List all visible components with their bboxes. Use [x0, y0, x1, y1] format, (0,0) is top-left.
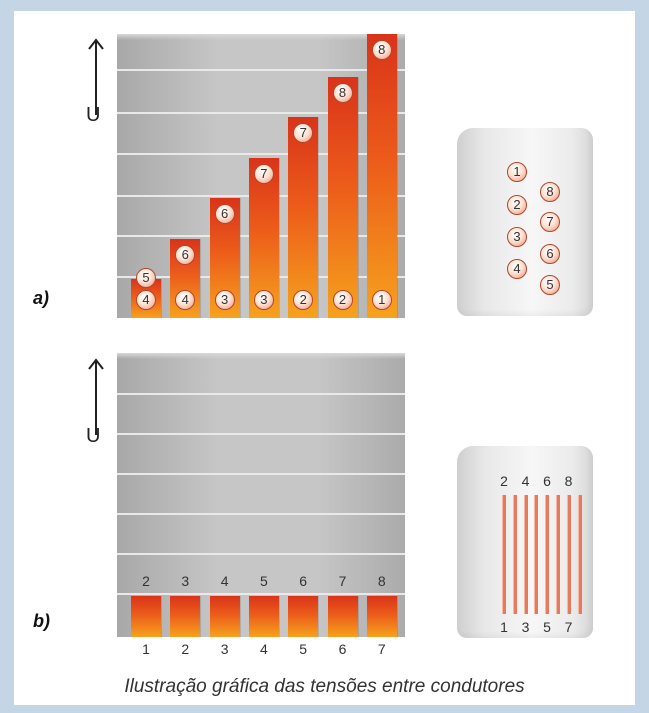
- connector-b-bottom-label: 5: [543, 619, 551, 635]
- axis-arrow-a: [88, 38, 104, 115]
- bar-a-top-label: 6: [214, 204, 235, 225]
- bar-b-4: [248, 596, 279, 637]
- bar-a-bottom-label: 3: [214, 290, 235, 310]
- bar-b-category-label: 1: [142, 641, 150, 657]
- bar-a-5: [288, 117, 319, 318]
- bar-a-top-label: 8: [332, 82, 353, 103]
- connector-b-bottom-label: 3: [521, 619, 530, 635]
- bar-a-top-label: 5: [136, 268, 156, 288]
- connector-b-wire: [545, 495, 550, 614]
- connector-a-pin: 4: [507, 259, 527, 279]
- connector-b-top-label: 8: [564, 473, 573, 489]
- connector-b-top-label: 6: [543, 473, 551, 489]
- connector-a-pin: 5: [540, 275, 560, 295]
- bar-b-top-label: 2: [142, 573, 150, 590]
- bar-b-top-label: 4: [220, 573, 229, 590]
- axis-label-u-b: U: [86, 425, 101, 447]
- bar-b-category-label: 3: [220, 641, 229, 657]
- connector-b-bottom-label: 7: [564, 619, 573, 635]
- bar-b-category-label: 5: [299, 641, 308, 657]
- bar-b-top-label: 8: [377, 573, 386, 590]
- connector-b-wire: [512, 495, 517, 614]
- connector-b-wire: [502, 495, 506, 614]
- gridline-a: [117, 69, 405, 71]
- bar-b-top-label: 3: [181, 573, 190, 590]
- chart-b: [117, 353, 405, 637]
- bar-b-category-label: 7: [377, 641, 386, 657]
- connector-a-pin: 2: [507, 195, 527, 215]
- gridline-b: [117, 433, 405, 435]
- connector-a-pin: 1: [507, 162, 527, 182]
- gridline-a: [117, 112, 405, 114]
- bar-a-top-label: 8: [371, 40, 392, 60]
- bar-a-bottom-label: 4: [136, 290, 156, 310]
- gridline-b: [117, 513, 405, 515]
- caption: Ilustração gráfica das tensões entre con…: [124, 676, 525, 697]
- bar-b-top-label: 7: [338, 573, 347, 590]
- bar-a-top-label: 7: [253, 163, 274, 184]
- gridline-a: [117, 153, 405, 155]
- bar-a-bottom-label: 4: [175, 290, 196, 310]
- connector-a-pin: 8: [540, 182, 560, 202]
- bar-b-3: [209, 596, 240, 637]
- connector-b-wire: [523, 495, 528, 614]
- connector-b-wire: [556, 495, 560, 614]
- connector-a-pin: 7: [540, 212, 560, 232]
- bar-b-7: [366, 596, 397, 637]
- part-label-b: b): [33, 611, 50, 631]
- axis-label-u-a: U: [86, 104, 101, 126]
- connector-a-pin: 6: [540, 244, 560, 264]
- bar-a-bottom-label: 3: [253, 290, 274, 310]
- bar-b-5: [288, 596, 319, 637]
- gridline-b: [117, 473, 405, 475]
- bar-a-6: [327, 76, 358, 318]
- connector-b-bottom-label: 1: [500, 619, 508, 635]
- connector-b-wire: [534, 495, 539, 614]
- bar-b-top-label: 5: [259, 573, 268, 590]
- bar-b-category-label: 2: [181, 641, 190, 657]
- connector-b-wire: [566, 495, 571, 614]
- bar-b-top-label: 6: [299, 573, 308, 590]
- bar-b-2: [170, 596, 201, 637]
- bar-a-top-label: 7: [293, 123, 314, 144]
- connector-b-wire: [577, 495, 582, 614]
- bar-b-category-label: 6: [338, 641, 347, 657]
- connector-b-top-label: 2: [500, 473, 508, 489]
- connector-b-top-label: 4: [521, 473, 530, 489]
- bar-b-category-label: 4: [259, 641, 268, 657]
- gridline-b: [117, 553, 405, 555]
- bar-a-bottom-label: 2: [293, 290, 314, 310]
- gridline-b: [117, 393, 405, 395]
- gridline-b: [117, 593, 405, 595]
- bar-b-1: [131, 596, 161, 637]
- bar-a-bottom-label: 2: [332, 290, 353, 310]
- connector-a: [457, 128, 593, 316]
- part-label-a: a): [33, 288, 50, 308]
- bar-b-6: [327, 596, 358, 637]
- connector-a-pin: 3: [507, 227, 527, 247]
- bar-a-7: [366, 34, 397, 318]
- bar-a-bottom-label: 1: [371, 290, 392, 310]
- bar-a-top-label: 6: [175, 244, 196, 265]
- axis-arrow-b: [88, 358, 104, 435]
